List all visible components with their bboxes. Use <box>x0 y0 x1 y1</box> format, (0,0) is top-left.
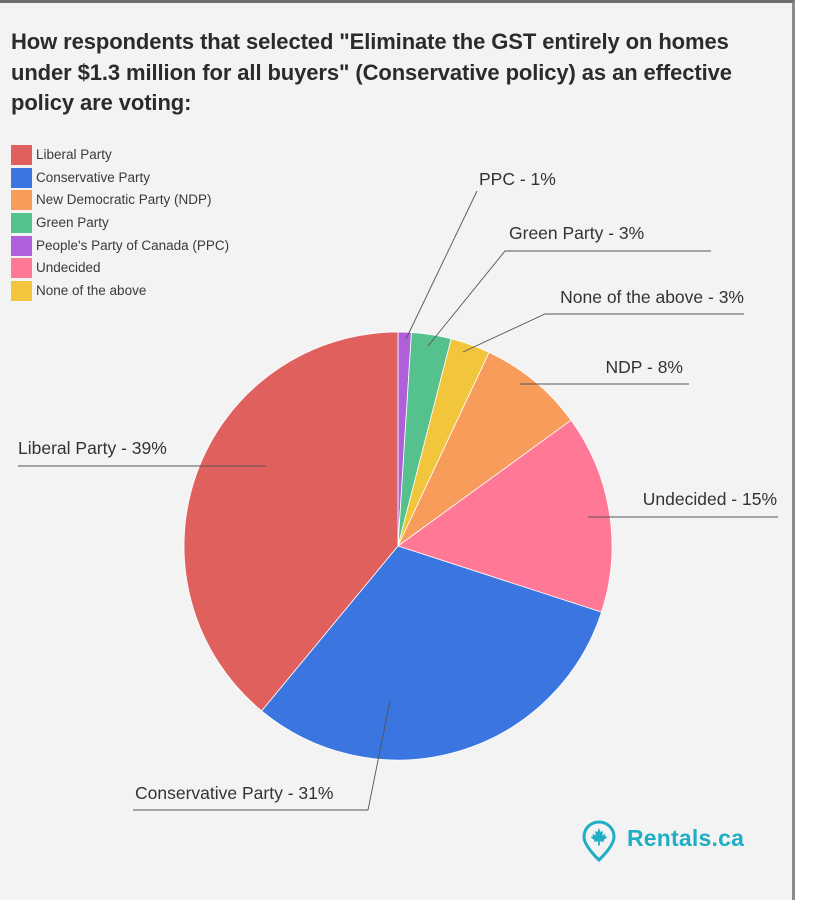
legend-swatch-ppc <box>11 235 32 256</box>
data-label: Liberal Party - 39% <box>18 438 167 458</box>
data-label: PPC - 1% <box>479 169 556 189</box>
legend-swatch-undecided <box>11 258 32 279</box>
data-label: Undecided - 15% <box>643 489 777 509</box>
pie-slice-conservative-party <box>261 545 603 761</box>
leader-line <box>427 250 711 347</box>
pie-slice-liberal-party <box>183 331 399 712</box>
pie-slice-undecided <box>397 419 613 613</box>
data-label: Green Party - 3% <box>509 223 644 243</box>
legend-swatch-green <box>11 213 32 234</box>
legend-label: Conservative Party <box>36 169 151 185</box>
brand-name: Rentals.ca <box>627 825 745 851</box>
leader-line <box>405 190 478 340</box>
legend-swatch-liberal <box>11 145 32 165</box>
legend-label: Green Party <box>36 215 109 231</box>
data-label: Conservative Party - 31% <box>135 783 333 803</box>
leader-line <box>133 700 391 811</box>
pie-slice-ndp <box>397 351 572 547</box>
maple-leaf-pin-icon <box>582 820 616 862</box>
data-label: NDP - 8% <box>606 357 683 377</box>
legend-swatch-none <box>11 281 32 302</box>
infographic-panel: How respondents that selected "Eliminate… <box>0 0 795 900</box>
legend-label: New Democratic Party (NDP) <box>36 192 212 208</box>
pie-chart: PPC - 1% Green Party - 3% None of the abov… <box>18 169 778 811</box>
legend-label: People's Party of Canada (PPC) <box>36 237 230 253</box>
legend-label: Undecided <box>36 260 101 276</box>
leader-line <box>462 313 744 353</box>
data-label: None of the above - 3% <box>560 287 744 307</box>
legend-label: Liberal Party <box>36 147 112 162</box>
legend-label: None of the above <box>36 283 147 299</box>
chart-title: How respondents that selected "Eliminate… <box>11 29 732 115</box>
legend-swatch-ndp <box>11 190 32 211</box>
legend-swatch-conservative <box>11 167 32 188</box>
